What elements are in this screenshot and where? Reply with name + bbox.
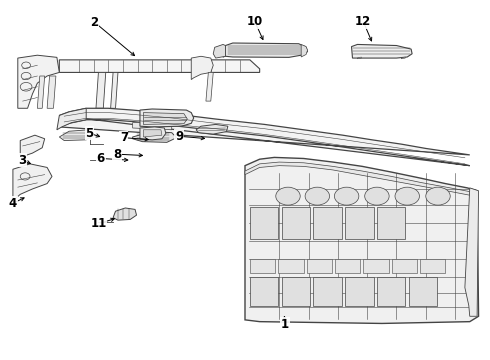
Polygon shape xyxy=(409,277,437,306)
Polygon shape xyxy=(206,72,213,101)
Polygon shape xyxy=(345,207,373,239)
Circle shape xyxy=(276,187,300,205)
Polygon shape xyxy=(223,45,225,57)
Polygon shape xyxy=(113,208,137,220)
Polygon shape xyxy=(345,277,373,306)
Text: 11: 11 xyxy=(90,217,106,230)
Polygon shape xyxy=(20,135,45,156)
Polygon shape xyxy=(282,277,310,306)
Polygon shape xyxy=(351,44,412,58)
Polygon shape xyxy=(144,113,187,125)
Circle shape xyxy=(334,187,359,205)
Polygon shape xyxy=(357,57,361,59)
Polygon shape xyxy=(57,108,86,130)
Text: 6: 6 xyxy=(97,152,105,165)
Polygon shape xyxy=(18,55,59,108)
Polygon shape xyxy=(96,72,106,108)
Polygon shape xyxy=(59,130,94,140)
Polygon shape xyxy=(140,127,166,140)
Polygon shape xyxy=(140,109,194,127)
Polygon shape xyxy=(307,259,332,273)
Polygon shape xyxy=(245,157,479,323)
Polygon shape xyxy=(37,76,45,108)
Circle shape xyxy=(305,187,330,205)
Polygon shape xyxy=(196,125,228,134)
Polygon shape xyxy=(314,277,342,306)
Polygon shape xyxy=(250,277,278,306)
Polygon shape xyxy=(225,43,308,57)
Polygon shape xyxy=(377,207,405,239)
Polygon shape xyxy=(314,207,342,239)
Circle shape xyxy=(365,187,389,205)
Polygon shape xyxy=(47,76,56,108)
Text: 12: 12 xyxy=(355,15,371,28)
Text: 7: 7 xyxy=(120,131,128,144)
Text: 8: 8 xyxy=(113,148,121,161)
Polygon shape xyxy=(191,56,213,80)
Text: 4: 4 xyxy=(9,197,17,210)
Polygon shape xyxy=(250,207,278,239)
Text: 1: 1 xyxy=(281,318,289,331)
Polygon shape xyxy=(13,164,52,200)
Polygon shape xyxy=(392,259,417,273)
Polygon shape xyxy=(363,259,389,273)
Circle shape xyxy=(426,187,450,205)
Polygon shape xyxy=(301,44,308,57)
Polygon shape xyxy=(59,108,470,166)
Polygon shape xyxy=(278,259,304,273)
Polygon shape xyxy=(401,57,405,59)
Polygon shape xyxy=(420,259,445,273)
Polygon shape xyxy=(377,277,405,306)
Polygon shape xyxy=(335,259,360,273)
Polygon shape xyxy=(144,130,162,137)
Circle shape xyxy=(395,187,419,205)
Text: 5: 5 xyxy=(85,127,94,140)
Polygon shape xyxy=(111,72,118,108)
Polygon shape xyxy=(250,259,275,273)
Text: 3: 3 xyxy=(18,154,26,167)
Polygon shape xyxy=(133,123,172,130)
Polygon shape xyxy=(59,60,260,72)
Polygon shape xyxy=(282,207,310,239)
Polygon shape xyxy=(465,188,479,316)
Polygon shape xyxy=(213,44,225,58)
Text: 10: 10 xyxy=(246,15,263,28)
Polygon shape xyxy=(245,162,475,196)
Text: 2: 2 xyxy=(91,16,98,29)
Polygon shape xyxy=(133,132,176,142)
Text: 9: 9 xyxy=(175,130,183,143)
